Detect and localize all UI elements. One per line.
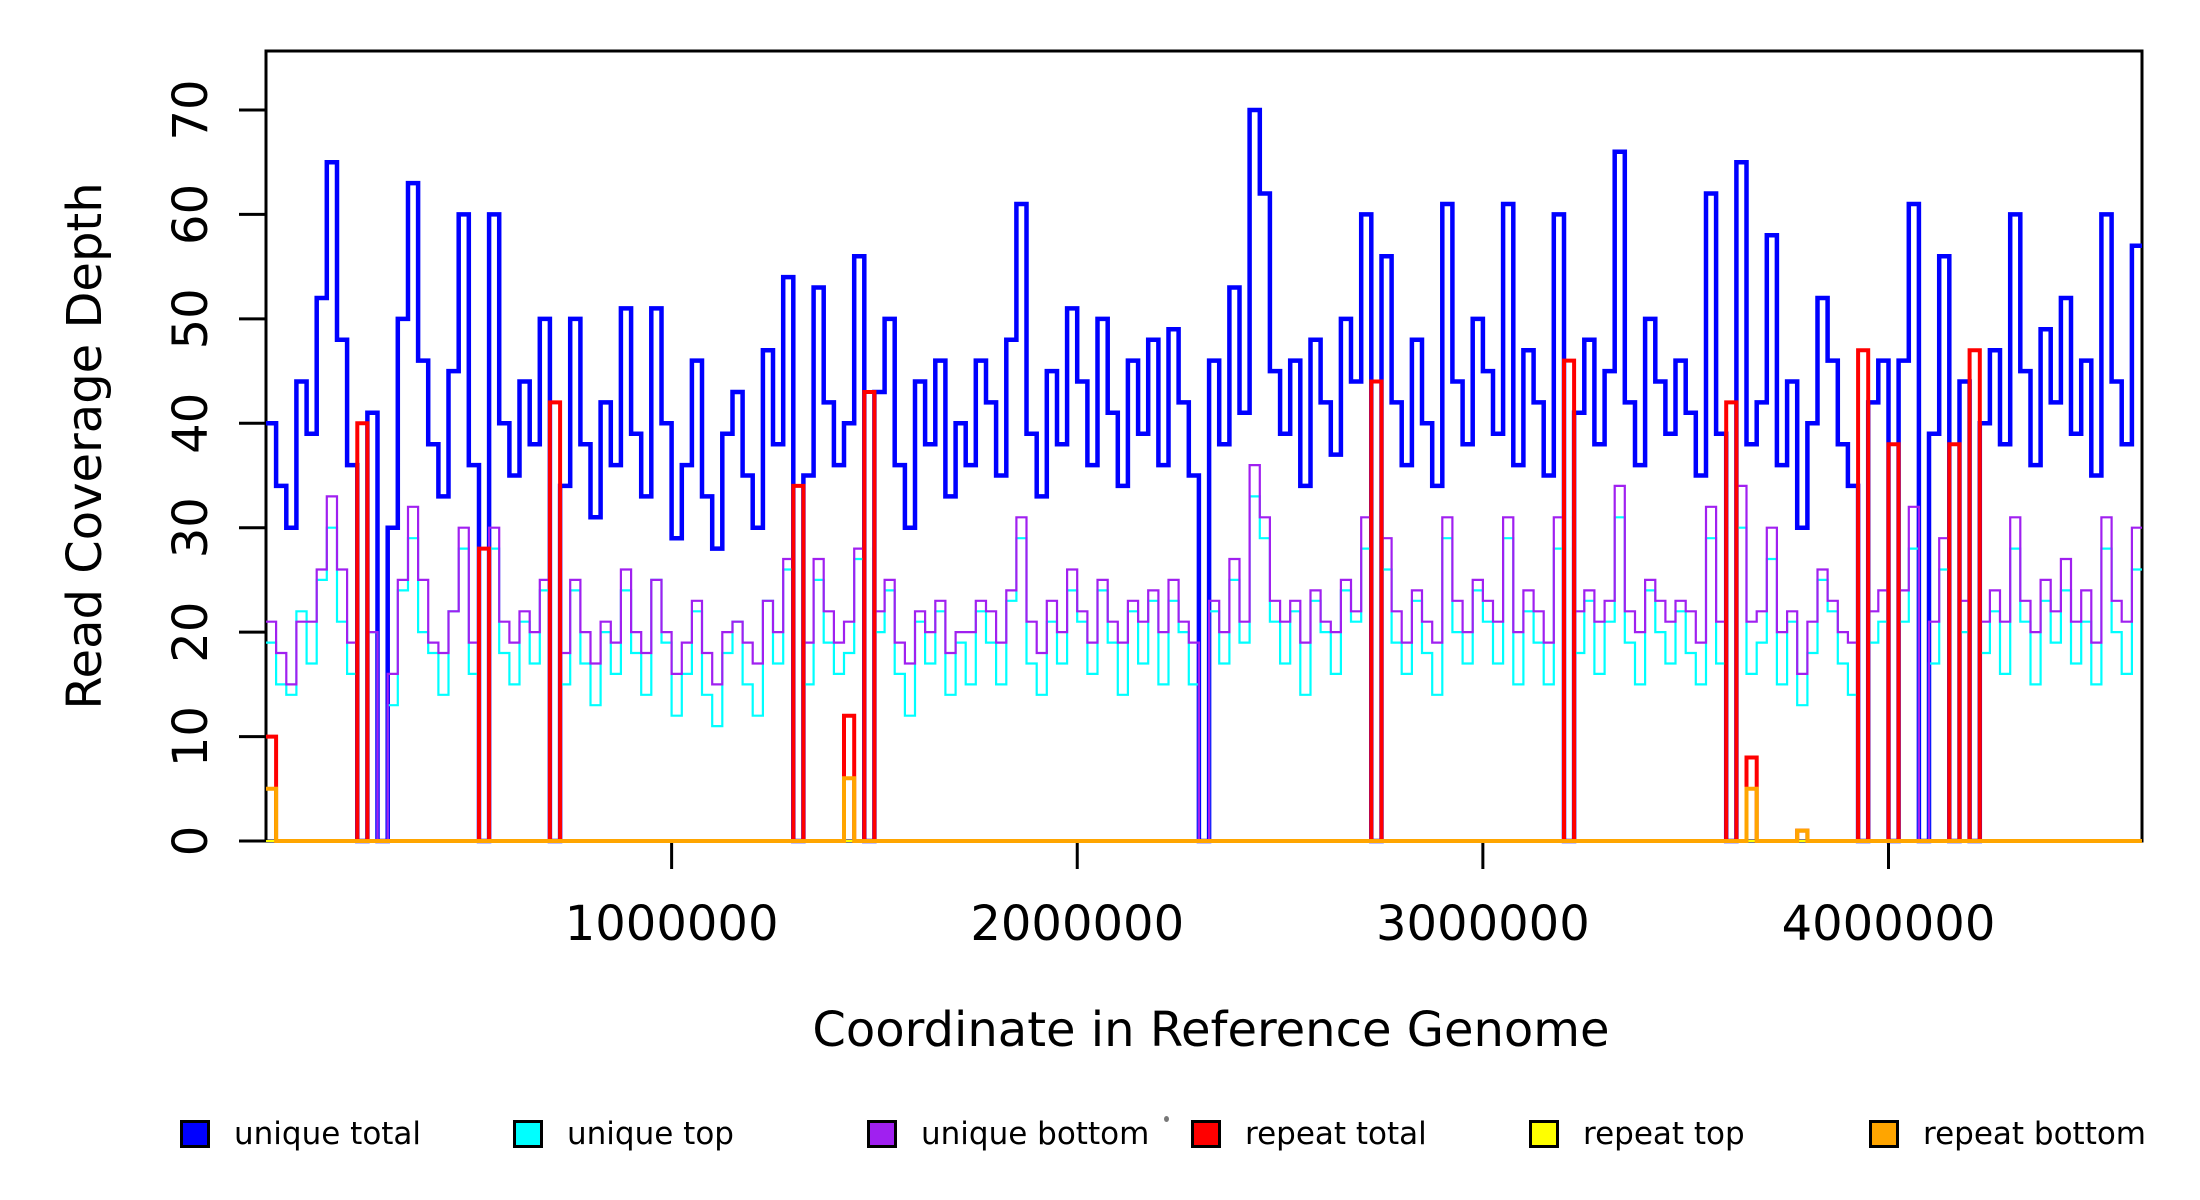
unique-top-swatch-icon [513, 1120, 543, 1148]
x-axis-title: Coordinate in Reference Genome [812, 1002, 1609, 1058]
y-tick-label: 50 [163, 288, 219, 349]
repeat-bottom-swatch-icon [1869, 1120, 1899, 1148]
legend-label: unique top [567, 1116, 734, 1152]
legend-label: repeat total [1245, 1116, 1427, 1152]
y-tick-label: 60 [163, 184, 219, 245]
y-tick-label: 10 [163, 706, 219, 767]
y-tick-label: 20 [163, 602, 219, 663]
stray-mark [1164, 1116, 1169, 1122]
x-tick-label: 1000000 [565, 896, 779, 952]
series-lines [266, 107, 2142, 844]
legend-item-repeat-bottom: repeat bottom [1869, 1118, 2146, 1150]
series-repeat-bottom-line [266, 776, 2142, 843]
legend-label: unique total [234, 1116, 422, 1152]
legend-item-unique-top: unique top [513, 1118, 734, 1150]
axis-ticks: 0 10 20 30 40 50 60 70 1000000 2000000 3000000 4000… [163, 79, 1995, 952]
series-unique-total-line [266, 107, 2142, 844]
legend-item-repeat-top: repeat top [1529, 1118, 1745, 1150]
series-unique-top-line [266, 495, 2142, 843]
plot-border-box [264, 49, 2144, 843]
legend-label: repeat top [1583, 1116, 1745, 1152]
y-tick-label: 30 [163, 497, 219, 558]
legend-item-unique-total: unique total [180, 1118, 421, 1150]
y-tick-label: 0 [163, 826, 219, 857]
legend-label: unique bottom [921, 1116, 1150, 1152]
legend-item-unique-bottom: unique bottom [867, 1118, 1149, 1150]
series-unique-bottom-line [266, 464, 2142, 843]
legend-label: repeat bottom [1923, 1116, 2147, 1152]
y-tick-label: 70 [163, 79, 219, 140]
y-axis-title: Read Coverage Depth [57, 182, 113, 709]
legend-item-repeat-total: repeat total [1191, 1118, 1427, 1150]
x-tick-label: 2000000 [970, 896, 1184, 952]
x-tick-label: 4000000 [1782, 896, 1996, 952]
repeat-top-swatch-icon [1529, 1120, 1559, 1148]
series-repeat-total-line [266, 348, 2142, 843]
repeat-total-swatch-icon [1191, 1120, 1221, 1148]
legend: unique total unique top unique bottom re… [0, 0, 2200, 1150]
unique-bottom-swatch-icon [867, 1120, 897, 1148]
x-tick-label: 3000000 [1376, 896, 1590, 952]
unique-total-swatch-icon [180, 1120, 210, 1148]
y-tick-label: 40 [163, 393, 219, 454]
